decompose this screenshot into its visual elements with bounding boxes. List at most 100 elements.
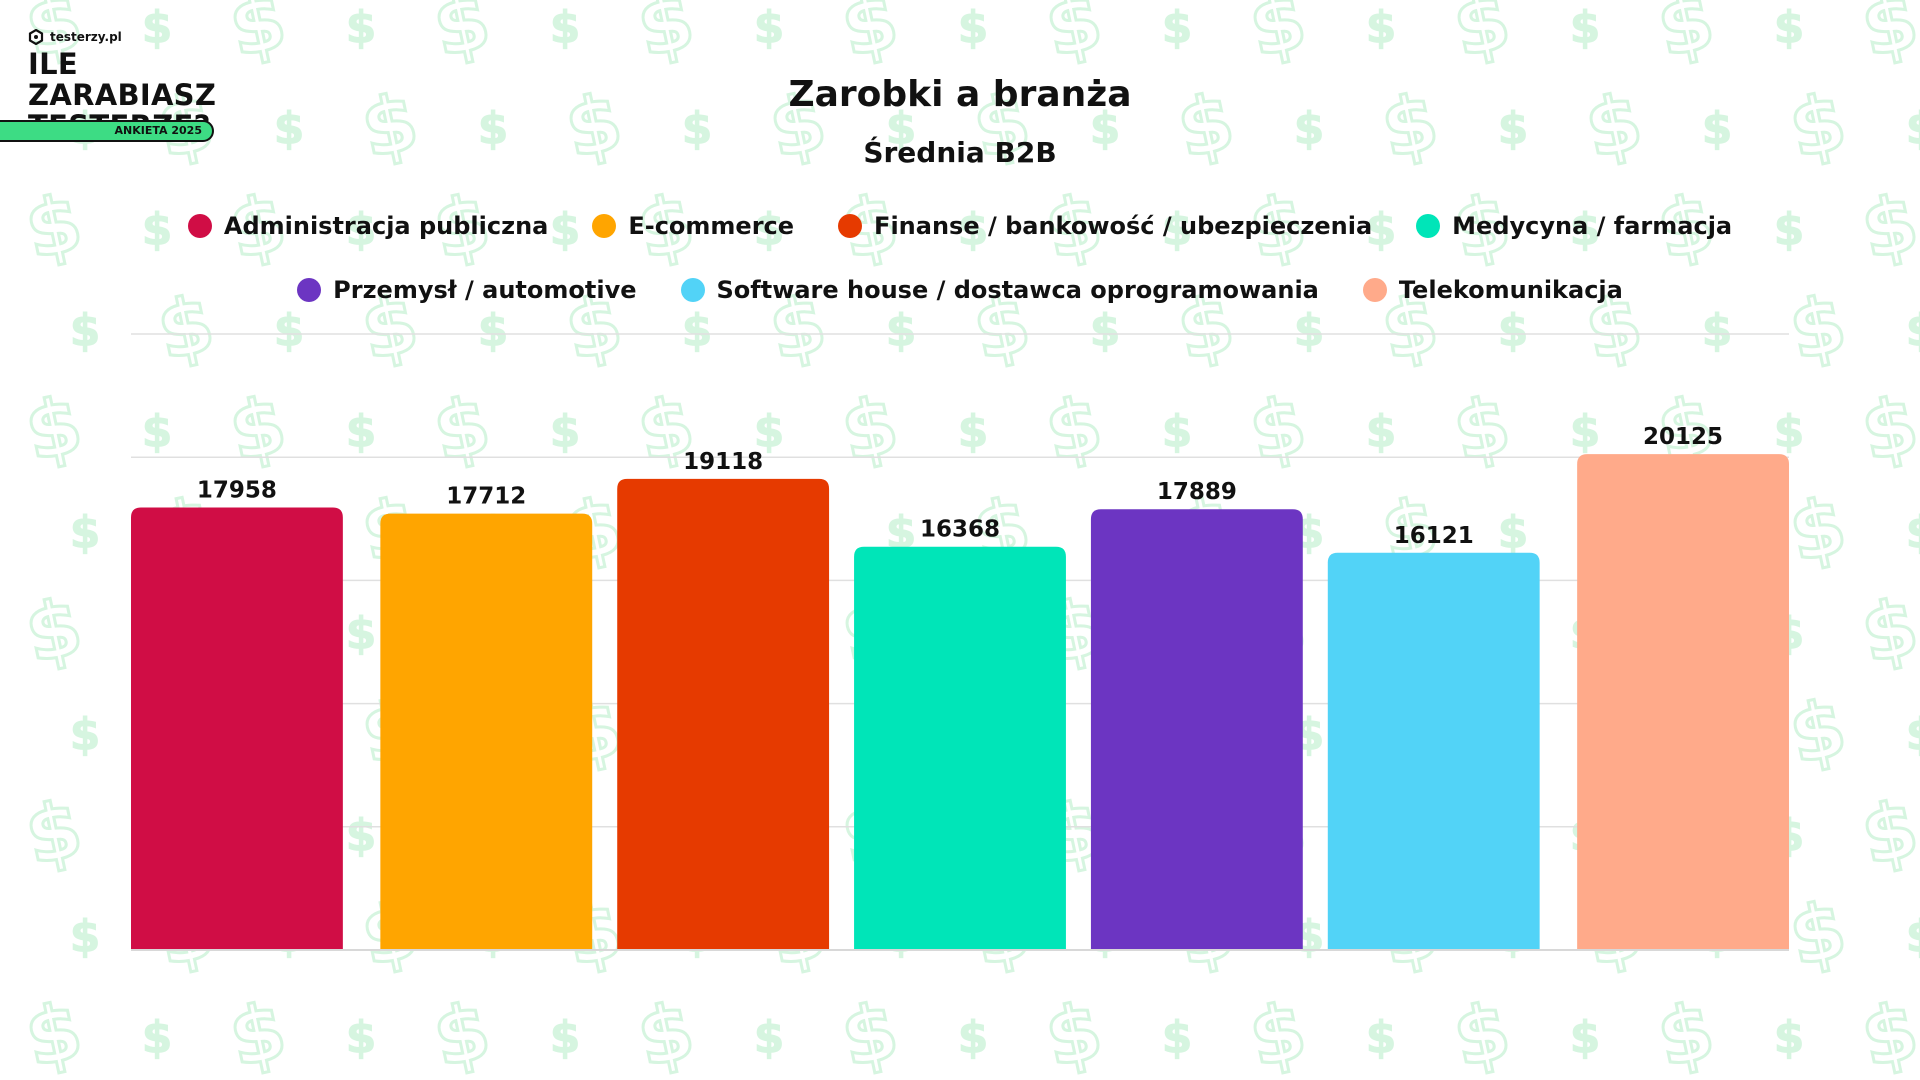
dollar-icon: $: [1702, 305, 1733, 356]
dollar-icon: $: [346, 2, 377, 53]
bar-6: [1327, 552, 1540, 950]
dollar-icon: $: [1366, 2, 1397, 53]
chart-title: Zarobki a branża: [788, 74, 1132, 115]
dollar-icon: $: [958, 406, 989, 457]
dollar-icon: $: [754, 2, 785, 53]
legend-item: Telekomunikacja: [1362, 274, 1623, 306]
legend-label: E-commerce: [628, 212, 795, 240]
dollar-icon: $: [754, 1012, 785, 1063]
dollar-icon: $: [478, 305, 509, 356]
dollar-icon: $: [346, 204, 377, 255]
legend-row-2: Przemysł / automotive Software house / d…: [0, 274, 1920, 306]
dollar-icon: $: [1906, 305, 1920, 356]
legend-label: Medycyna / farmacja: [1452, 212, 1733, 240]
legend-swatch: [680, 278, 705, 302]
dollar-icon: $: [1498, 507, 1529, 558]
legend-item: Przemysł / automotive: [297, 274, 637, 306]
legend-label: Przemysł / automotive: [333, 276, 637, 304]
data-label-2: 17712: [446, 484, 526, 510]
dollar-icon: $: [958, 1012, 989, 1063]
dollar-icon: $: [1294, 103, 1325, 154]
legend-item: Administracja publiczna: [187, 210, 549, 242]
dollar-icon: $: [1774, 406, 1805, 457]
data-label-5: 17889: [1157, 479, 1237, 505]
data-label-4: 16368: [920, 517, 1000, 543]
dollar-icon: $: [1570, 406, 1601, 457]
bar-1: [131, 507, 343, 950]
dollar-icon: $: [1366, 406, 1397, 457]
dollar-icon: $: [682, 305, 713, 356]
dollar-icon: $: [346, 406, 377, 457]
dollar-icon: $: [886, 103, 917, 154]
dollar-icon: $: [1570, 2, 1601, 53]
bar-4: [854, 546, 1066, 950]
dollar-icon: $: [1294, 305, 1325, 356]
chart-subtitle: Średnia B2B: [863, 136, 1057, 169]
dollar-icon: $: [886, 305, 917, 356]
legend-swatch: [297, 278, 322, 302]
dollar-icon: $: [142, 1012, 173, 1063]
dollar-icon: $: [682, 103, 713, 154]
dollar-icon: $: [70, 709, 101, 760]
dollar-icon: $: [1906, 911, 1920, 962]
legend-item: E-commerce: [592, 210, 794, 242]
legend-label: Administracja publiczna: [223, 212, 549, 240]
dollar-icon: $: [346, 810, 377, 861]
legend-item: Software house / dostawca oprogramowania: [680, 274, 1319, 306]
dollar-icon: $: [1774, 1012, 1805, 1063]
dollar-icon: $: [754, 406, 785, 457]
dollar-icon: $: [958, 204, 989, 255]
legend-swatch: [1362, 278, 1387, 302]
dollar-icon: $: [142, 2, 173, 53]
dollar-icon: $: [1162, 406, 1193, 457]
dollar-icon: $: [550, 204, 581, 255]
dollar-icon: $: [1366, 1012, 1397, 1063]
dollar-icon: $: [1702, 103, 1733, 154]
dollar-icon: $: [754, 204, 785, 255]
dollar-icon: $: [274, 305, 305, 356]
dollar-icon: $: [478, 103, 509, 154]
survey-badge: ANKIETA 2025: [0, 120, 214, 142]
legend-swatch: [1416, 214, 1441, 238]
bar-5: [1090, 509, 1303, 950]
dollar-icon: $: [1498, 103, 1529, 154]
legend-label: Finanse / bankowość / ubezpieczenia: [874, 212, 1373, 240]
legend-label: Software house / dostawca oprogramowania: [716, 276, 1319, 304]
legend-item: Finanse / bankowość / ubezpieczenia: [838, 210, 1372, 242]
data-label-3: 19118: [683, 449, 763, 475]
dollar-icon: $: [70, 305, 101, 356]
dollar-icon: $: [1498, 305, 1529, 356]
dollar-icon: $: [1906, 507, 1920, 558]
data-label-6: 16121: [1394, 523, 1474, 549]
dollar-icon: $: [1906, 709, 1920, 760]
dollar-icon: $: [1162, 1012, 1193, 1063]
dollar-icon: $: [1090, 103, 1121, 154]
dollar-icon: $: [1906, 103, 1920, 154]
dollar-icon: $: [346, 1012, 377, 1063]
bar-2: [380, 513, 593, 950]
dollar-icon: $: [70, 911, 101, 962]
legend-swatch: [592, 214, 617, 238]
dollar-icon: $: [1162, 2, 1193, 53]
bar-3: [617, 478, 830, 950]
dollar-icon: $: [958, 2, 989, 53]
bar-7: [1577, 454, 1789, 950]
dollar-icon: $: [1774, 204, 1805, 255]
legend-swatch: [838, 214, 863, 238]
brand-logo: testerzy.pl: [28, 28, 268, 46]
dollar-icon: $: [550, 1012, 581, 1063]
legend-item: Medycyna / farmacja: [1416, 210, 1732, 242]
brand-site: testerzy.pl: [50, 30, 122, 44]
dollar-icon: $: [1366, 204, 1397, 255]
dollar-icon: $: [1570, 204, 1601, 255]
dollar-icon: $: [1162, 204, 1193, 255]
dollar-icon: $: [550, 2, 581, 53]
dollar-icon: $: [1090, 305, 1121, 356]
legend-swatch: [187, 214, 212, 238]
dollar-icon: $: [550, 406, 581, 457]
data-label-7: 20125: [1643, 424, 1723, 450]
dollar-icon: $: [1570, 1012, 1601, 1063]
dollar-icon: $: [142, 204, 173, 255]
dollar-icon: $: [70, 507, 101, 558]
